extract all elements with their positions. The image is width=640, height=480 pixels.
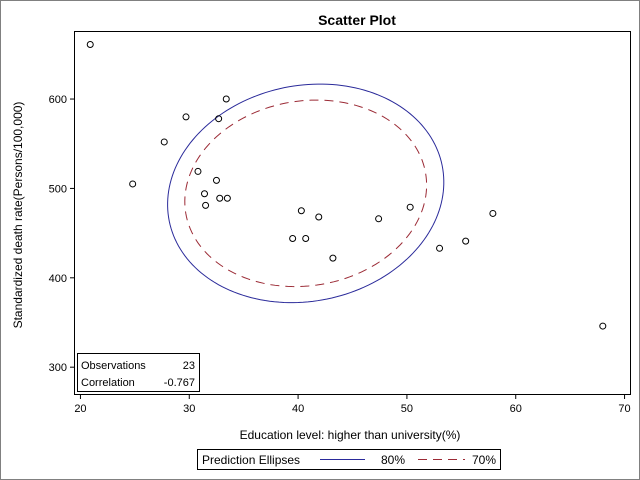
data-point	[462, 237, 470, 245]
data-point	[160, 138, 168, 146]
y-ticks: 300 400 500 600	[49, 94, 75, 374]
data-point	[315, 213, 323, 221]
data-point	[599, 322, 607, 330]
x-tick-label: 30	[183, 403, 195, 415]
data-point	[86, 41, 94, 49]
y-tick-label: 300	[49, 362, 67, 374]
x-tick-label: 60	[510, 403, 522, 415]
x-axis-label: Education level: higher than university(…	[240, 428, 461, 442]
x-tick-label: 20	[74, 403, 86, 415]
stats-inset-box	[77, 353, 200, 392]
legend-label-70: 70%	[472, 453, 496, 467]
ellipses-layer	[167, 83, 445, 304]
stat-label-observations: Observations	[81, 360, 146, 372]
data-point	[375, 215, 383, 223]
y-tick-label: 500	[49, 183, 67, 195]
x-tick-label: 50	[401, 403, 413, 415]
plot-area	[74, 31, 631, 395]
stat-label-correlation: Correlation	[81, 377, 135, 389]
x-tick-label: 40	[292, 403, 304, 415]
prediction-ellipse-70	[184, 99, 428, 288]
legend-label-80: 80%	[381, 453, 405, 467]
prediction-ellipse-80	[167, 83, 445, 304]
data-point	[216, 194, 224, 202]
data-point	[222, 95, 230, 103]
legend-title: Prediction Ellipses	[202, 453, 300, 467]
y-axis-label: Standardized death rate(Persons/100,000)	[11, 102, 25, 329]
data-point	[489, 209, 497, 217]
stat-value-correlation: -0.767	[164, 377, 195, 389]
data-point	[406, 203, 414, 211]
chart-title: Scatter Plot	[318, 12, 396, 28]
y-tick-label: 400	[49, 273, 67, 285]
data-point	[329, 254, 337, 262]
data-point	[182, 113, 190, 121]
data-point	[302, 234, 310, 242]
data-point	[223, 194, 231, 202]
x-tick-label: 70	[618, 403, 630, 415]
points-layer	[86, 41, 607, 330]
stat-value-observations: 23	[183, 360, 195, 372]
data-point	[129, 180, 137, 188]
data-point	[201, 190, 208, 198]
y-tick-label: 600	[49, 94, 67, 106]
legend: Prediction Ellipses 80% 70%	[197, 449, 501, 470]
stats-inset: Observations 23 Correlation -0.767	[77, 353, 200, 392]
data-point	[215, 115, 223, 123]
data-point	[297, 207, 305, 215]
data-point	[194, 167, 202, 175]
data-point	[202, 201, 210, 209]
data-point	[212, 176, 220, 184]
data-point	[436, 244, 444, 252]
data-point	[289, 234, 297, 242]
x-ticks: 20 30 40 50 60 70	[74, 394, 631, 415]
